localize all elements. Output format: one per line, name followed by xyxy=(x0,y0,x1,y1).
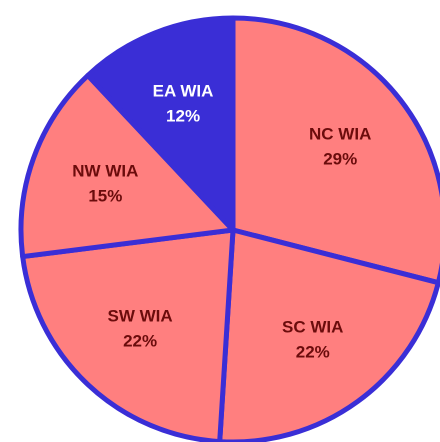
value-label: 29% xyxy=(323,149,357,168)
slice-label: NW WIA xyxy=(72,162,138,181)
pie-slice xyxy=(85,15,236,233)
pie-slice xyxy=(20,227,236,442)
slice-label: NC WIA xyxy=(309,124,371,143)
pie-slice xyxy=(18,72,236,260)
pie-slice xyxy=(230,15,440,286)
value-label: 15% xyxy=(88,187,122,206)
slice-label: EA WIA xyxy=(153,81,214,100)
value-label: 12% xyxy=(166,106,200,125)
value-label: 22% xyxy=(296,342,330,361)
value-label: 22% xyxy=(123,331,157,350)
slice-label: SW WIA xyxy=(108,306,173,325)
slice-label: SC WIA xyxy=(282,317,343,336)
pie-slice xyxy=(217,227,440,442)
